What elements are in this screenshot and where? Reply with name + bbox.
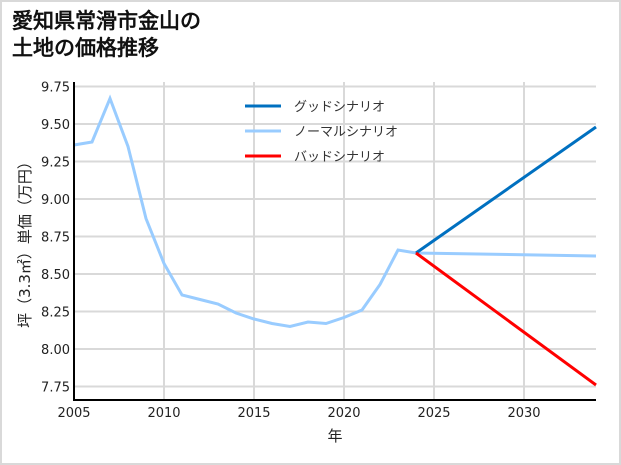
y-tick-label: 9.75 (41, 81, 70, 96)
x-tick-label: 2015 (237, 406, 270, 421)
y-tick-label: 9.00 (41, 193, 70, 208)
chart-title-line2: 土地の価格推移 (12, 36, 159, 60)
chart-title: 愛知県常滑市金山の 土地の価格推移 (12, 8, 201, 62)
x-tick-label: 2030 (507, 406, 540, 421)
y-axis-ticks: 7.75 8.00 8.25 8.50 8.75 9.00 9.25 9.50 9.75 (41, 81, 70, 396)
gridlines (73, 82, 596, 400)
y-tick-label: 7.75 (41, 381, 70, 396)
legend-item: バッドシナリオ (245, 150, 385, 165)
x-axis-ticks: 2005 2010 2015 2020 2025 2030 (57, 406, 540, 421)
y-tick-label: 9.50 (41, 118, 70, 133)
x-tick-label: 2025 (417, 406, 450, 421)
legend-item: グッドシナリオ (245, 100, 385, 115)
y-tick-label: 8.75 (41, 231, 70, 246)
x-tick-label: 2020 (327, 406, 360, 421)
x-tick-label: 2005 (57, 406, 90, 421)
legend-label: バッドシナリオ (294, 150, 385, 165)
y-tick-label: 8.25 (41, 306, 70, 321)
legend-label: ノーマルシナリオ (294, 125, 398, 140)
chart-title-line1: 愛知県常滑市金山の (12, 9, 201, 33)
x-axis-label: 年 (327, 427, 342, 445)
series-line-0 (415, 125, 597, 255)
y-axis-label: 坪（3.3㎡）単価（万円） (16, 154, 34, 328)
series-lines (73, 94, 597, 387)
axes (73, 82, 596, 401)
legend-item: ノーマルシナリオ (245, 125, 398, 140)
y-tick-label: 8.50 (41, 268, 70, 283)
x-tick-label: 2010 (147, 406, 180, 421)
legend-label: グッドシナリオ (294, 100, 385, 115)
y-tick-label: 8.00 (41, 343, 70, 358)
y-tick-label: 9.25 (41, 156, 70, 171)
series-line-2 (415, 251, 597, 387)
series-line-1 (73, 94, 597, 329)
